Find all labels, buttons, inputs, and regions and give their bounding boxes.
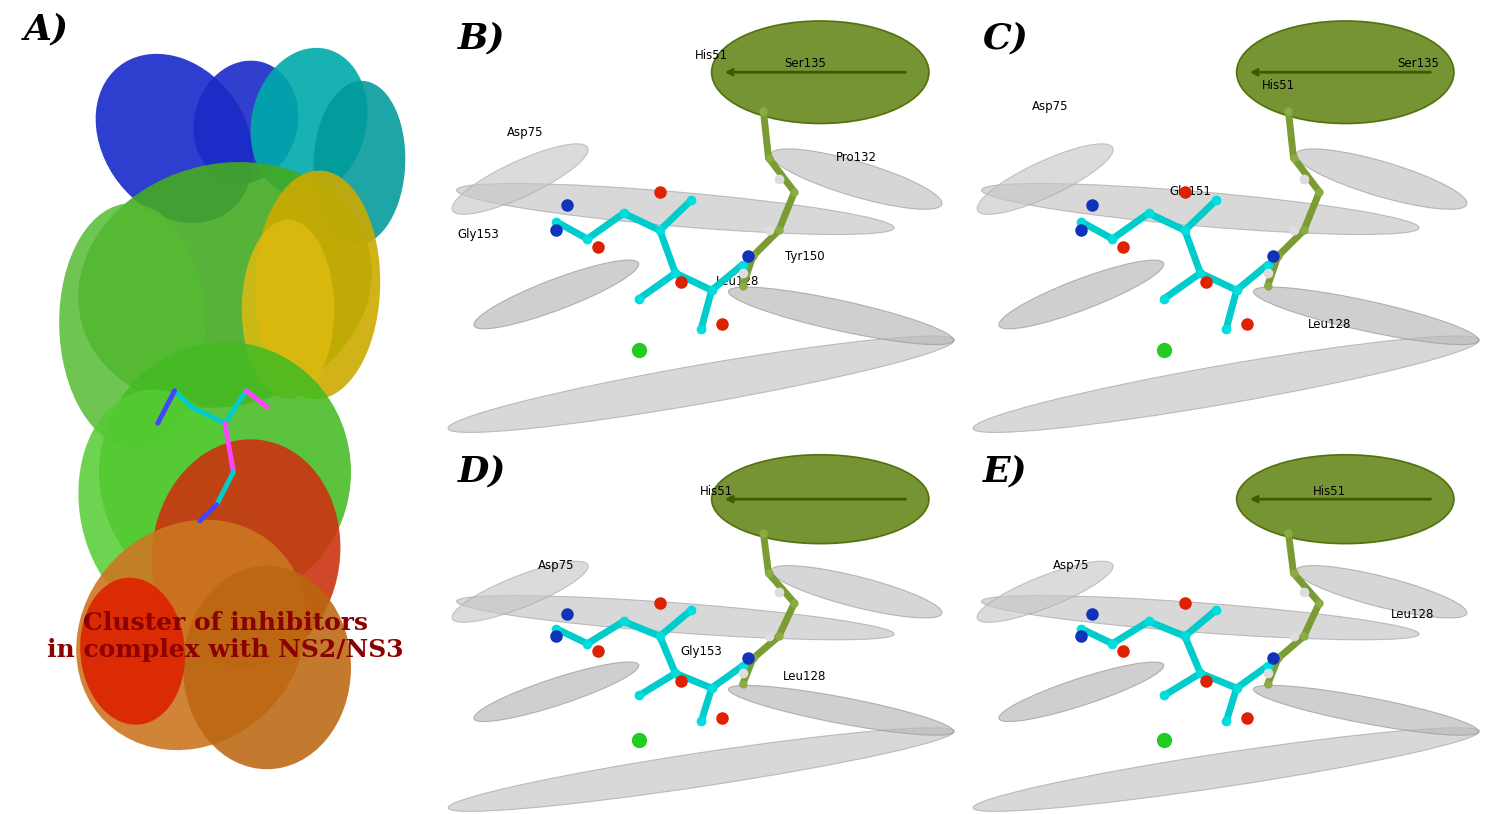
Text: Leu128: Leu128 bbox=[716, 275, 759, 288]
Ellipse shape bbox=[152, 440, 340, 667]
Text: Asp75: Asp75 bbox=[1053, 559, 1089, 572]
Text: A): A) bbox=[24, 12, 69, 46]
Text: D): D) bbox=[458, 455, 507, 488]
Ellipse shape bbox=[1254, 685, 1479, 735]
Ellipse shape bbox=[76, 519, 306, 751]
Ellipse shape bbox=[981, 183, 1419, 234]
Ellipse shape bbox=[974, 336, 1479, 432]
Text: Ser135: Ser135 bbox=[1396, 57, 1438, 70]
Ellipse shape bbox=[194, 60, 298, 184]
Ellipse shape bbox=[729, 685, 954, 735]
Ellipse shape bbox=[183, 566, 351, 769]
Ellipse shape bbox=[474, 260, 639, 329]
Text: Gly151: Gly151 bbox=[1168, 186, 1210, 199]
Ellipse shape bbox=[729, 287, 954, 344]
Ellipse shape bbox=[1236, 455, 1454, 544]
Text: C): C) bbox=[982, 21, 1029, 55]
Ellipse shape bbox=[474, 662, 639, 721]
Ellipse shape bbox=[999, 260, 1164, 329]
Ellipse shape bbox=[452, 144, 588, 214]
Ellipse shape bbox=[1296, 566, 1467, 618]
Text: Gly153: Gly153 bbox=[681, 645, 722, 658]
Text: Leu128: Leu128 bbox=[1390, 607, 1434, 620]
Text: Leu128: Leu128 bbox=[1308, 318, 1352, 330]
Text: Gly153: Gly153 bbox=[458, 228, 500, 241]
Ellipse shape bbox=[314, 81, 405, 245]
Ellipse shape bbox=[448, 336, 954, 432]
Ellipse shape bbox=[1296, 149, 1467, 209]
Ellipse shape bbox=[448, 728, 954, 812]
Text: His51: His51 bbox=[1262, 79, 1294, 91]
Ellipse shape bbox=[771, 149, 942, 209]
Ellipse shape bbox=[456, 183, 894, 234]
Text: Pro132: Pro132 bbox=[836, 151, 878, 164]
Text: Asp75: Asp75 bbox=[507, 125, 543, 138]
Ellipse shape bbox=[981, 596, 1419, 640]
Ellipse shape bbox=[78, 390, 246, 619]
Ellipse shape bbox=[711, 455, 928, 544]
Text: Asp75: Asp75 bbox=[538, 559, 574, 572]
Ellipse shape bbox=[58, 204, 206, 448]
Ellipse shape bbox=[242, 220, 334, 399]
Ellipse shape bbox=[976, 561, 1113, 623]
Text: Ser135: Ser135 bbox=[784, 57, 825, 70]
Text: His51: His51 bbox=[1312, 485, 1347, 498]
Text: Tyr150: Tyr150 bbox=[784, 250, 825, 262]
Ellipse shape bbox=[1236, 21, 1454, 124]
Ellipse shape bbox=[771, 566, 942, 618]
Text: E): E) bbox=[982, 455, 1028, 488]
Text: His51: His51 bbox=[700, 485, 734, 498]
Ellipse shape bbox=[80, 578, 184, 724]
Text: B): B) bbox=[458, 21, 506, 55]
Ellipse shape bbox=[999, 662, 1164, 721]
Ellipse shape bbox=[96, 54, 254, 223]
Ellipse shape bbox=[99, 342, 351, 602]
Ellipse shape bbox=[452, 561, 588, 623]
Ellipse shape bbox=[78, 162, 372, 408]
Text: Leu128: Leu128 bbox=[783, 671, 826, 684]
Text: His51: His51 bbox=[694, 49, 728, 62]
Ellipse shape bbox=[251, 48, 368, 196]
Ellipse shape bbox=[976, 144, 1113, 214]
Ellipse shape bbox=[1254, 287, 1479, 344]
Text: Asp75: Asp75 bbox=[1032, 100, 1068, 113]
Text: Cluster of inhibitors
in complex with NS2/NS3: Cluster of inhibitors in complex with NS… bbox=[46, 610, 404, 663]
Ellipse shape bbox=[255, 171, 380, 399]
Ellipse shape bbox=[456, 596, 894, 640]
Ellipse shape bbox=[974, 728, 1479, 812]
Ellipse shape bbox=[711, 21, 928, 124]
